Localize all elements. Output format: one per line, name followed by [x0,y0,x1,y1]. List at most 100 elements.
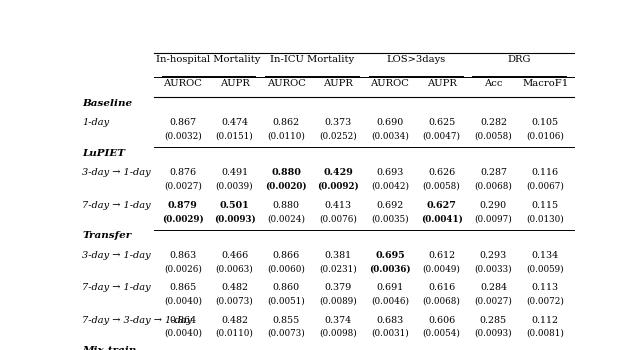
Text: 0.612: 0.612 [428,251,455,260]
Text: 0.112: 0.112 [532,316,559,324]
Text: (0.0130): (0.0130) [526,214,564,223]
Text: 0.855: 0.855 [273,316,300,324]
Text: 0.683: 0.683 [376,316,403,324]
Text: LuPIET: LuPIET [83,149,125,158]
Text: (0.0024): (0.0024) [268,214,305,223]
Text: 0.491: 0.491 [221,168,248,177]
Text: 0.691: 0.691 [376,283,403,292]
Text: AUROC: AUROC [371,79,410,88]
Text: 0.381: 0.381 [324,251,351,260]
Text: In-ICU Mortality: In-ICU Mortality [270,56,355,64]
Text: (0.0042): (0.0042) [371,182,409,191]
Text: 0.606: 0.606 [428,316,455,324]
Text: 0.285: 0.285 [480,316,507,324]
Text: 0.374: 0.374 [324,316,351,324]
Text: (0.0093): (0.0093) [475,329,512,338]
Text: 0.695: 0.695 [375,251,404,260]
Text: (0.0073): (0.0073) [216,297,253,306]
Text: (0.0027): (0.0027) [164,182,202,191]
Text: (0.0068): (0.0068) [422,297,461,306]
Text: (0.0072): (0.0072) [526,297,564,306]
Text: 0.413: 0.413 [324,201,351,210]
Text: (0.0029): (0.0029) [162,214,204,223]
Text: AUPR: AUPR [220,79,250,88]
Text: (0.0092): (0.0092) [317,182,359,191]
Text: 0.866: 0.866 [273,251,300,260]
Text: 0.290: 0.290 [480,201,507,210]
Text: (0.0110): (0.0110) [216,329,253,338]
Text: AUPR: AUPR [323,79,353,88]
Text: 0.690: 0.690 [376,118,403,127]
Text: 7-day → 1-day: 7-day → 1-day [83,201,151,210]
Text: (0.0089): (0.0089) [319,297,357,306]
Text: (0.0034): (0.0034) [371,132,409,141]
Text: (0.0036): (0.0036) [369,264,411,273]
Text: (0.0068): (0.0068) [474,182,513,191]
Text: (0.0040): (0.0040) [164,297,202,306]
Text: 0.627: 0.627 [427,201,456,210]
Text: 0.293: 0.293 [480,251,507,260]
Text: (0.0032): (0.0032) [164,132,202,141]
Text: DRG: DRG [508,56,531,64]
Text: 0.284: 0.284 [480,283,507,292]
Text: (0.0059): (0.0059) [526,264,564,273]
Text: (0.0097): (0.0097) [474,214,512,223]
Text: (0.0093): (0.0093) [214,214,255,223]
Text: 0.616: 0.616 [428,283,455,292]
Text: (0.0151): (0.0151) [216,132,253,141]
Text: 7-day → 3-day → 1-day: 7-day → 3-day → 1-day [83,316,193,324]
Text: 0.865: 0.865 [169,283,196,292]
Text: 0.860: 0.860 [273,283,300,292]
Text: 0.876: 0.876 [169,168,196,177]
Text: MacroF1: MacroF1 [522,79,568,88]
Text: 0.429: 0.429 [323,168,353,177]
Text: (0.0067): (0.0067) [526,182,564,191]
Text: 0.287: 0.287 [480,168,507,177]
Text: 1-day: 1-day [83,118,109,127]
Text: 0.134: 0.134 [532,251,559,260]
Text: 0.625: 0.625 [428,118,455,127]
Text: 0.626: 0.626 [428,168,455,177]
Text: 0.880: 0.880 [273,201,300,210]
Text: 0.116: 0.116 [532,168,559,177]
Text: (0.0252): (0.0252) [319,132,357,141]
Text: 0.867: 0.867 [169,118,196,127]
Text: AUPR: AUPR [427,79,456,88]
Text: 0.373: 0.373 [324,118,352,127]
Text: (0.0051): (0.0051) [268,297,305,306]
Text: (0.0047): (0.0047) [422,132,461,141]
Text: 0.379: 0.379 [324,283,352,292]
Text: 0.482: 0.482 [221,316,248,324]
Text: 3-day → 1-day: 3-day → 1-day [83,168,151,177]
Text: 0.693: 0.693 [376,168,404,177]
Text: (0.0020): (0.0020) [266,182,307,191]
Text: Mix-train: Mix-train [83,346,137,350]
Text: (0.0039): (0.0039) [216,182,253,191]
Text: LOS>3days: LOS>3days [386,56,445,64]
Text: AUROC: AUROC [267,79,306,88]
Text: Acc: Acc [484,79,502,88]
Text: (0.0081): (0.0081) [526,329,564,338]
Text: (0.0041): (0.0041) [420,214,463,223]
Text: (0.0054): (0.0054) [422,329,461,338]
Text: (0.0031): (0.0031) [371,329,409,338]
Text: (0.0058): (0.0058) [474,132,512,141]
Text: 0.862: 0.862 [273,118,300,127]
Text: AUROC: AUROC [163,79,202,88]
Text: In-hospital Mortality: In-hospital Mortality [156,56,261,64]
Text: (0.0027): (0.0027) [474,297,513,306]
Text: (0.0040): (0.0040) [164,329,202,338]
Text: (0.0231): (0.0231) [319,264,357,273]
Text: 0.105: 0.105 [532,118,559,127]
Text: 7-day → 1-day: 7-day → 1-day [83,283,151,292]
Text: 0.880: 0.880 [271,168,301,177]
Text: (0.0049): (0.0049) [422,264,461,273]
Text: 0.474: 0.474 [221,118,248,127]
Text: 3-day → 1-day: 3-day → 1-day [83,251,151,260]
Text: (0.0110): (0.0110) [268,132,305,141]
Text: Baseline: Baseline [83,99,132,107]
Text: (0.0098): (0.0098) [319,329,357,338]
Text: (0.0060): (0.0060) [268,264,305,273]
Text: (0.0026): (0.0026) [164,264,202,273]
Text: (0.0033): (0.0033) [475,264,512,273]
